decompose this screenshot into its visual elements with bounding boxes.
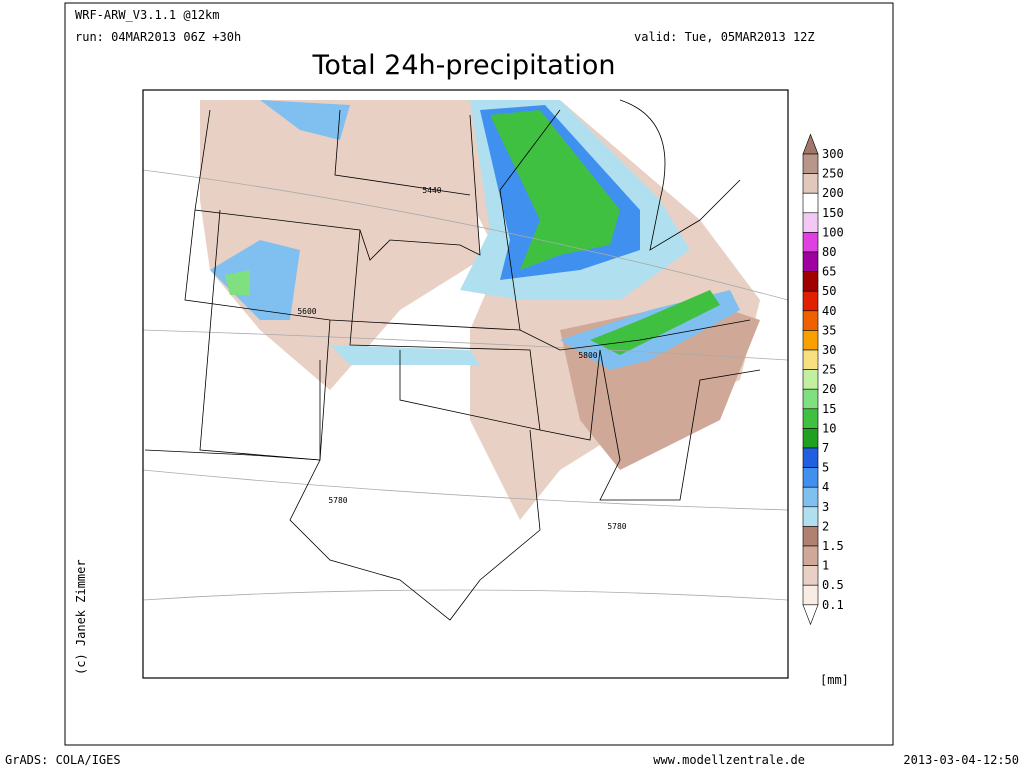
legend-box [802,369,819,390]
footer-left: GrADS: COLA/IGES [5,753,121,767]
legend-box [802,584,819,606]
legend-label: 10 [822,421,836,435]
contour-label: 5780 [328,496,347,505]
legend-box [802,545,819,566]
legend-box [802,330,819,351]
legend-box [802,290,819,312]
valid: valid: Tue, 05MAR2013 12Z [634,30,815,44]
contour-label: 5780 [607,522,626,531]
legend-label: 0.5 [822,578,844,592]
precip-field [200,100,760,520]
legend-box [802,506,819,527]
legend-box [802,232,819,253]
legend-label: 250 [822,167,844,181]
credit: (c) Janek Zimmer [74,559,88,675]
legend-label: 100 [822,225,844,239]
map: 5440 5600 5800 5780 5780 [142,89,789,679]
legend-box [802,408,819,429]
legend-triangle [802,133,819,155]
contour-label: 5800 [578,351,597,360]
legend-box [802,486,819,508]
legend-label: 0.1 [822,598,844,612]
legend-label: 15 [822,402,836,416]
legend-box [802,428,819,449]
legend-label: 20 [822,382,836,396]
legend-box [802,192,819,214]
footer-right: 2013-03-04-12:50 [903,753,1019,767]
legend-label: 35 [822,323,836,337]
title: Total 24h-precipitation [312,50,616,81]
legend-label: 2 [822,519,829,533]
legend-box [802,271,819,292]
legend-label: 50 [822,284,836,298]
legend-label: 80 [822,245,836,259]
run: run: 04MAR2013 06Z +30h [75,30,241,44]
legend-label: 40 [822,304,836,318]
legend-box [802,153,819,174]
legend-box [802,447,819,468]
legend-label: 7 [822,441,829,455]
unit: [mm] [820,673,849,687]
legend-label: 200 [822,186,844,200]
legend-box [802,467,819,488]
legend-label: 5 [822,461,829,475]
legend-box [802,251,819,272]
model: WRF-ARW_V3.1.1 @12km [75,8,220,22]
legend-label: 150 [822,206,844,220]
legend-label: 30 [822,343,836,357]
legend-label: 1.5 [822,539,844,553]
legend-label: 65 [822,265,836,279]
legend-box [802,388,819,410]
legend-box [802,212,819,233]
contour-label: 5600 [297,307,316,316]
legend-box [802,349,819,370]
legend-box [802,173,819,194]
legend-label: 3 [822,500,829,514]
legend-label: 25 [822,363,836,377]
legend: 300 250 200 150 100 80 65 50 40 35 30 25 20 15 10 7 5 4 3 2… [802,133,844,626]
frame [64,2,894,746]
footer-center: www.modellzentrale.de [653,753,805,767]
legend-box [802,310,819,331]
legend-box [802,565,819,586]
legend-triangle [802,604,819,626]
legend-label: 4 [822,480,829,494]
legend-label: 1 [822,559,829,573]
boundaries [143,99,788,621]
legend-label: 300 [822,147,844,161]
contour-label: 5440 [422,186,441,195]
legend-box [802,526,819,547]
